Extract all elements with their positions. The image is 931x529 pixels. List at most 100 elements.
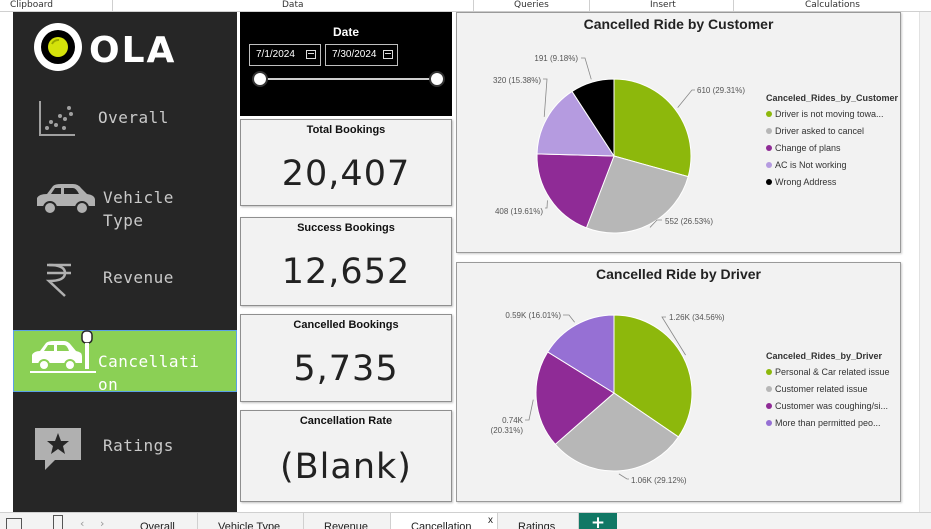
nav-item-cancellation[interactable]: Cancellati on	[13, 330, 237, 394]
legend-item[interactable]: Change of plans	[766, 143, 898, 160]
pie-slice[interactable]	[613, 78, 692, 178]
legend-item-label: Personal & Car related issue	[775, 367, 890, 377]
pie-chart-customer: 610 (29.31%) 552 (26.53%) 408 (19.61%) 320 …	[493, 54, 745, 234]
page-view-icon[interactable]	[6, 518, 22, 529]
pie-chart-driver: 1.26K (34.56%) 1.06K (29.12%) 0.74K(20.31%…	[491, 311, 725, 485]
nav-label-revenue: Revenue	[103, 268, 174, 287]
calendar-icon[interactable]	[383, 50, 393, 59]
kpi-card-success-bookings: Success Bookings 12,652	[240, 217, 452, 306]
page-tab-vehicle-type[interactable]: Vehicle Type	[198, 513, 304, 529]
legend-item-label: Driver is not moving towa...	[775, 109, 884, 119]
logo-text: OLA	[89, 30, 176, 71]
pie-slice[interactable]	[613, 314, 693, 438]
legend-item-label: Customer was coughing/si...	[775, 401, 889, 411]
data-label-leader-line	[545, 200, 548, 209]
kpi-title: Success Bookings	[297, 222, 395, 234]
legend-item-label: Wrong Address	[775, 177, 837, 187]
pie-slice[interactable]	[536, 90, 615, 157]
add-page-button[interactable]: +	[579, 513, 617, 529]
ola-logo: OLA	[34, 23, 176, 71]
chart-cancelled-by-customer: Cancelled Ride by Customer 610 (29.31%) 5…	[456, 12, 901, 253]
pie-slice[interactable]	[585, 155, 689, 234]
vertical-scrollbar[interactable]	[919, 12, 931, 512]
legend-item-label: Change of plans	[775, 143, 841, 153]
legend-item[interactable]: Driver is not moving towa...	[766, 109, 898, 126]
navigation-sidebar: OLA Overall Vehicle Type	[13, 12, 237, 512]
legend-title: Canceled_Rides_by_Customer	[766, 93, 899, 103]
legend-item[interactable]: Personal & Car related issue	[766, 367, 890, 384]
car-icon	[37, 184, 95, 215]
data-label: 0.74K	[502, 416, 524, 425]
close-tab-icon[interactable]: x	[488, 515, 493, 526]
data-label: 1.06K (29.12%)	[631, 476, 687, 485]
ribbon-group-data: Data	[282, 0, 304, 10]
car-crash-icon	[30, 330, 96, 373]
page-tab-label: Cancellation	[411, 521, 472, 529]
legend-item-label: Customer related issue	[775, 384, 868, 394]
nav-item-vehicle-type[interactable]: Vehicle Type	[13, 172, 237, 242]
scroll-tabs-left-icon[interactable]: ‹	[80, 517, 85, 529]
page-tab-overall[interactable]: Overall	[120, 513, 198, 529]
page-tab-cancellation[interactable]: Cancellation x	[391, 513, 498, 529]
legend-item[interactable]: AC is Not working	[766, 160, 898, 177]
data-label-leader-line	[661, 316, 686, 356]
legend-item[interactable]: Customer was coughing/si...	[766, 401, 890, 418]
start-date-input[interactable]: 7/1/2024	[249, 44, 321, 66]
date-slicer-title: Date	[332, 25, 359, 39]
nav-label-ratings: Ratings	[103, 436, 174, 455]
chart-cancelled-by-driver: Cancelled Ride by Driver 1.26K (34.56%) 1…	[456, 262, 901, 502]
data-label-leader-line	[649, 219, 662, 228]
ribbon-group-clipboard: Clipboard	[10, 0, 53, 10]
scroll-tabs-right-icon[interactable]: ›	[100, 517, 105, 529]
page-tab-bar: ‹ › Overall Vehicle Type Revenue Cancell…	[0, 512, 931, 529]
pie-slice[interactable]	[536, 153, 615, 229]
page-tab-ratings[interactable]: Ratings	[498, 513, 579, 529]
pie-slice[interactable]	[535, 351, 615, 446]
legend-item[interactable]: Customer related issue	[766, 384, 890, 401]
data-label-leader-line	[525, 399, 534, 421]
kpi-card-cancellation-rate: Cancellation Rate (Blank)	[240, 410, 452, 502]
legend-item[interactable]: Wrong Address	[766, 177, 898, 194]
chart-title: Cancelled Ride by Customer	[583, 16, 774, 32]
kpi-value: 12,652	[281, 252, 411, 292]
data-label-leader-line	[618, 473, 629, 480]
ribbon-group-labels: Clipboard Data Queries Insert Calculatio…	[0, 0, 931, 12]
date-slicer: Date 7/1/2024 7/30/2024	[240, 12, 452, 116]
kpi-title: Cancelled Bookings	[293, 319, 399, 331]
end-date-input[interactable]: 7/30/2024	[325, 44, 398, 66]
nav-item-ratings[interactable]: Ratings	[13, 422, 237, 482]
data-label: 1.26K (34.56%)	[669, 313, 725, 322]
data-label: (20.31%)	[491, 426, 524, 435]
legend-item[interactable]: Driver asked to cancel	[766, 126, 898, 143]
nav-label-overall: Overall	[98, 108, 169, 127]
pie-slice[interactable]	[571, 78, 615, 158]
data-label: 610 (29.31%)	[697, 86, 745, 95]
nav-label-cancellation: Cancellati on	[98, 352, 200, 394]
date-range-track[interactable]	[260, 78, 438, 80]
legend-item-label: AC is Not working	[775, 160, 847, 170]
nav-item-overall[interactable]: Overall	[13, 90, 237, 145]
date-range-end-handle[interactable]	[429, 71, 445, 87]
calendar-icon[interactable]	[306, 50, 316, 59]
scatter-chart-icon	[39, 101, 75, 136]
legend-customer: Canceled_Rides_by_Customer Driver is not…	[766, 93, 898, 194]
data-label-leader-line	[563, 314, 575, 323]
legend-item-label: Driver asked to cancel	[775, 126, 865, 136]
data-label: 552 (26.53%)	[665, 217, 713, 226]
page-tab-revenue[interactable]: Revenue	[304, 513, 391, 529]
nav-item-revenue[interactable]: Revenue	[13, 252, 237, 312]
ribbon-group-calculations: Calculations	[805, 0, 860, 10]
rupee-icon	[45, 263, 71, 297]
ribbon-group-queries: Queries	[514, 0, 549, 10]
legend-title: Canceled_Rides_by_Driver	[766, 351, 883, 361]
data-label: 191 (9.18%)	[534, 54, 578, 63]
kpi-card-total-bookings: Total Bookings 20,407	[240, 119, 452, 206]
mobile-layout-icon[interactable]	[53, 515, 63, 529]
pie-slice[interactable]	[547, 314, 615, 394]
data-label-leader-line	[581, 57, 592, 80]
kpi-title: Total Bookings	[306, 124, 386, 136]
pie-slice[interactable]	[554, 392, 680, 472]
date-range-start-handle[interactable]	[252, 71, 268, 87]
legend-item[interactable]: More than permitted peo...	[766, 418, 890, 435]
